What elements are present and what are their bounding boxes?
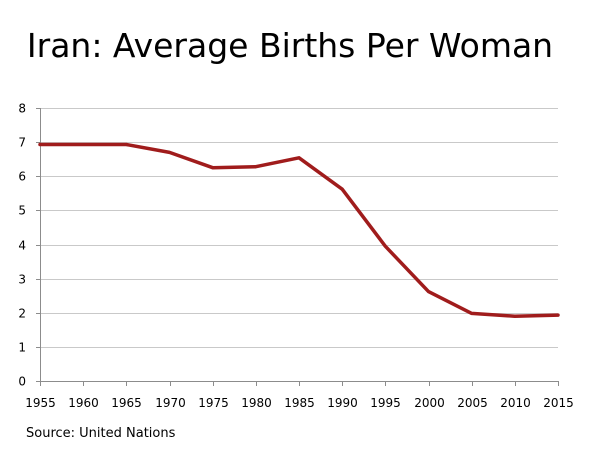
y-tick-label-6: 6 [18,170,26,184]
gridlines [40,108,558,348]
series-line-0 [38,142,560,318]
x-tick-label-2005: 2005 [457,396,488,410]
series-lines [38,142,560,318]
source-note: Source: United Nations [26,426,176,441]
x-tick-label-1995: 1995 [370,396,401,410]
y-tick-label-4: 4 [18,239,26,253]
x-tick-label-1955: 1955 [25,396,56,410]
x-tick-label-2015: 2015 [543,396,574,410]
x-tick-label-2010: 2010 [500,396,531,410]
x-tick-label-1985: 1985 [284,396,315,410]
y-tick-label-3: 3 [18,273,26,287]
x-tick-label-1970: 1970 [155,396,186,410]
x-tick-label-1975: 1975 [198,396,229,410]
axes [36,108,559,386]
x-tick-label-1960: 1960 [68,396,99,410]
y-tick-label-1: 1 [18,341,26,355]
x-axis-tick-labels: 1955 1960 1965 1970 1975 1980 1985 1990 1995 2000… [25,396,574,410]
y-tick-label-5: 5 [18,204,26,218]
y-tick-label-7: 7 [18,136,26,150]
x-tick-label-1980: 1980 [241,396,272,410]
y-tick-label-2: 2 [18,307,26,321]
x-tick-label-2000: 2000 [414,396,445,410]
y-axis-tick-labels: 0 1 2 3 4 5 6 7 8 [18,102,26,389]
x-tick-label-1965: 1965 [111,396,142,410]
y-tick-label-0: 0 [18,375,26,389]
chart-title: Iran: Average Births Per Woman [26,26,554,65]
x-tick-label-1990: 1990 [327,396,358,410]
y-tick-label-8: 8 [18,102,26,116]
